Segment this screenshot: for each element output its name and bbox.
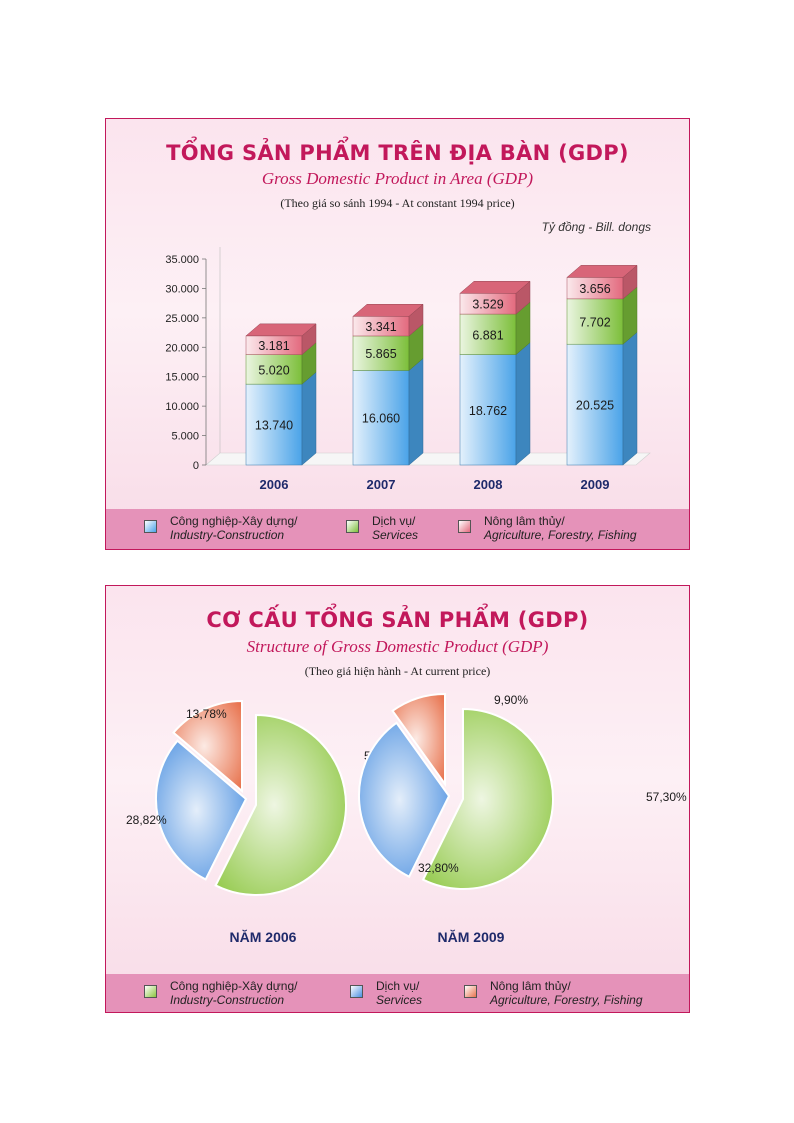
pie-chart-year-title: NĂM 2009	[438, 929, 505, 945]
gdp-bar-panel: TỔNG SẢN PHẨM TRÊN ĐỊA BÀN (GDP) Gross D…	[105, 118, 690, 550]
pie-slice	[391, 692, 446, 788]
bar-data-label: 3.341	[365, 320, 396, 334]
pie-slice	[358, 721, 451, 879]
bar-top	[245, 323, 317, 337]
legend-swatch	[350, 985, 363, 998]
x-category-label: 2006	[260, 477, 289, 492]
pie-slice-label: 32,80%	[418, 861, 459, 875]
bar-chart-subtitle: Gross Domestic Product in Area (GDP)	[261, 169, 534, 188]
pie-charts: 57,40%28,82%13,78%NĂM 200657,30%32,80%9,…	[126, 692, 687, 945]
bar-segment	[459, 354, 517, 466]
legend-label-en: Industry-Construction	[170, 993, 285, 1007]
legend-label-vi: Công nghiệp-Xây dựng/	[170, 979, 298, 993]
pie-chart-subtitle: Structure of Gross Domestic Product (GDP…	[246, 637, 549, 656]
pie-slice	[155, 739, 248, 881]
bar-top	[566, 265, 638, 278]
bar-chart-unit: Tỷ đồng - Bill. dongs	[541, 220, 651, 234]
pie-chart-note: (Theo giá hiện hành - At current price)	[304, 664, 491, 678]
bar-chart: 0 5.000 10.000 15.000 20.000 25.000 30.000 35.0…	[165, 247, 651, 492]
pie-slice-label: 9,90%	[494, 693, 528, 707]
bar-side	[408, 357, 424, 466]
bar-data-label: 13.740	[255, 419, 293, 433]
bar-segment	[352, 370, 410, 466]
bar-side	[622, 331, 638, 466]
pie-chart-title: CƠ CẤU TỔNG SẢN PHẨM (GDP)	[206, 608, 589, 632]
pie-slice	[214, 713, 347, 896]
legend-label-vi: Nông lâm thủy/	[490, 979, 571, 993]
bar-chart-title: TỔNG SẢN PHẨM TRÊN ĐỊA BÀN (GDP)	[166, 141, 629, 165]
y-tick-label: 10.000	[165, 401, 199, 413]
bar-data-label: 16.060	[362, 412, 400, 426]
pie-slice	[421, 707, 554, 890]
bar-side	[515, 342, 531, 466]
legend-label-vi: Nông lâm thủy/	[484, 514, 565, 528]
bar-data-label: 5.020	[258, 363, 289, 377]
bar-data-label: 3.656	[579, 282, 610, 296]
pie-chart-year-title: NĂM 2006	[230, 929, 297, 945]
bar-segment	[566, 343, 624, 466]
bar-segment	[245, 354, 303, 385]
legend-swatch	[346, 520, 359, 533]
bar-segment	[245, 383, 303, 466]
y-tick-label: 35.000	[165, 254, 199, 266]
bar-data-label: 18.762	[469, 404, 507, 418]
bar-data-label: 3.181	[258, 339, 289, 353]
pie-slice-label: 13,78%	[186, 707, 227, 721]
bar-data-label: 6.881	[472, 328, 503, 342]
y-tick-label: 5.000	[171, 431, 199, 443]
pie-slice-label: 57,30%	[646, 790, 687, 804]
legend-label-en: Services	[372, 528, 419, 542]
x-category-label: 2007	[367, 477, 396, 492]
bar-segment	[566, 298, 624, 345]
pie-legend: Công nghiệp-Xây dựng/Industry-Constructi…	[106, 974, 689, 1012]
bar-data-label: 20.525	[576, 399, 614, 413]
pie-slice-label: 28,82%	[126, 813, 167, 827]
bar-segment	[459, 313, 517, 355]
bar-chart-note: (Theo giá so sánh 1994 - At constant 199…	[280, 196, 515, 210]
bar-side	[301, 371, 317, 466]
legend-label-vi: Dịch vụ/	[376, 979, 420, 993]
legend-label-vi: Công nghiệp-Xây dựng/	[170, 514, 298, 528]
legend-swatch	[144, 520, 157, 533]
y-tick-label: 25.000	[165, 313, 199, 325]
legend-swatch	[458, 520, 471, 533]
y-tick-label: 15.000	[165, 372, 199, 384]
y-tick-label: 0	[193, 460, 199, 472]
x-category-label: 2009	[581, 477, 610, 492]
bar-data-label: 7.702	[579, 316, 610, 330]
legend-label-en: Agriculture, Forestry, Fishing	[484, 528, 637, 542]
legend-label-en: Agriculture, Forestry, Fishing	[490, 993, 643, 1007]
bar-segment	[352, 335, 410, 371]
pie-slice	[172, 699, 243, 794]
legend-label-en: Industry-Construction	[170, 528, 285, 542]
bar-top	[459, 281, 531, 294]
y-tick-label: 20.000	[165, 342, 199, 354]
bar-data-label: 3.529	[472, 298, 503, 312]
x-category-label: 2008	[474, 477, 503, 492]
bar-data-label: 5.865	[365, 347, 396, 361]
y-tick-label: 30.000	[165, 283, 199, 295]
bar-legend: Công nghiệp-Xây dựng/Industry-Constructi…	[106, 509, 689, 549]
legend-swatch	[144, 985, 157, 998]
legend-swatch	[464, 985, 477, 998]
bar-top	[352, 304, 424, 317]
legend-label-vi: Dịch vụ/	[372, 514, 416, 528]
legend-label-en: Services	[376, 993, 423, 1007]
gdp-structure-panel: CƠ CẤU TỔNG SẢN PHẨM (GDP) Structure of …	[105, 585, 690, 1013]
